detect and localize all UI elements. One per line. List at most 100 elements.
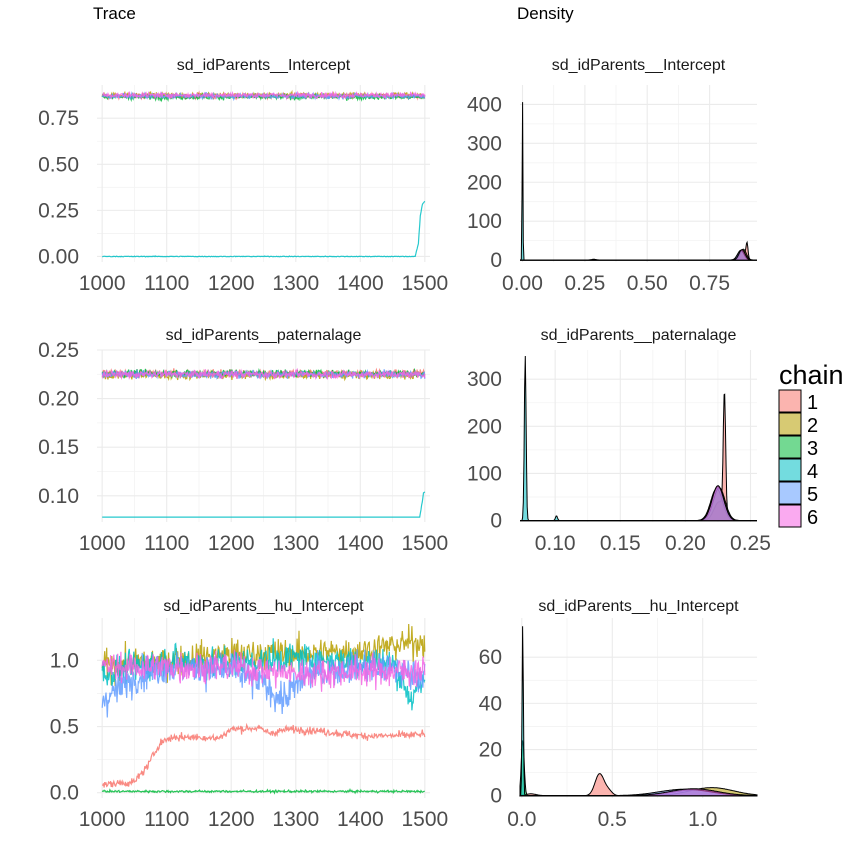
panel-title: sd_idParents__paternalage	[166, 327, 362, 344]
y-tick-label: 0.00	[38, 245, 79, 268]
density-area-chain-5	[520, 249, 757, 261]
legend-key-chain-5	[778, 481, 802, 505]
y-tick-label: 40	[479, 692, 502, 715]
panel-title: sd_idParents__Intercept	[177, 57, 351, 74]
density-area-chain-2	[520, 248, 757, 261]
x-tick-label: 1.0	[688, 808, 717, 831]
x-tick-label: 1200	[208, 272, 255, 295]
density-area-chain-4	[520, 102, 757, 261]
y-tick-label: 200	[467, 415, 502, 438]
y-tick-label: 0.25	[38, 199, 79, 222]
panel-title: sd_idParents__hu_Intercept	[538, 598, 739, 615]
density-column-header: Density	[517, 4, 574, 23]
legend-title: chain	[779, 360, 844, 390]
y-tick-label: 0.20	[38, 388, 79, 411]
x-tick-label: 1200	[208, 808, 255, 831]
y-tick-label: 0.75	[38, 107, 79, 130]
density-area-chain-6	[520, 788, 758, 797]
x-tick-label: 0.10	[535, 532, 576, 555]
trace-line-chain-6	[101, 90, 426, 101]
y-tick-label: 1.0	[50, 649, 79, 672]
x-tick-label: 1000	[79, 532, 126, 555]
x-tick-label: 0.15	[600, 532, 641, 555]
gridlines	[520, 618, 757, 798]
y-tick-label: 100	[467, 210, 502, 233]
x-tick-label: 0.75	[689, 272, 730, 295]
x-tick-label: 1100	[144, 532, 189, 555]
density-area-chain-6	[520, 485, 757, 522]
legend-label: 4	[807, 461, 818, 483]
panel-density-1: sd_idParents__paternalage 0.10 0.15 0.20 0.2…	[467, 327, 771, 555]
x-tick-label: 0.00	[502, 272, 543, 295]
x-tick-label: 1000	[79, 808, 126, 831]
x-tick-label: 1400	[337, 808, 384, 831]
y-tick-label: 300	[467, 132, 502, 155]
panel-trace-2: sd_idParents__hu_Intercept 1000 1100 1200 13…	[50, 598, 448, 831]
x-tick-label: 1400	[337, 532, 384, 555]
legend-key-chain-4	[778, 458, 802, 482]
legend-key-chain-1	[778, 389, 802, 413]
legend-label: 1	[807, 392, 818, 414]
y-tick-label: 0	[490, 249, 502, 272]
x-tick-label: 0.50	[627, 272, 668, 295]
y-tick-label: 100	[467, 462, 502, 485]
y-tick-label: 400	[467, 93, 502, 116]
x-tick-label: 0.25	[730, 532, 771, 555]
x-tick-label: 1300	[272, 272, 319, 295]
legend-key-chain-6	[778, 504, 802, 528]
density-area-chain-6	[520, 249, 757, 261]
legend-label: 2	[807, 415, 818, 437]
y-tick-label: 0.5	[50, 716, 79, 739]
legend-label: 3	[807, 438, 818, 460]
x-tick-label: 1200	[208, 532, 255, 555]
density-area-chain-3	[519, 740, 757, 797]
trace-column-header: Trace	[93, 4, 136, 23]
y-tick-label: 20	[479, 739, 502, 762]
gridlines	[97, 85, 430, 262]
trace-line-chain-4	[102, 491, 426, 518]
trace-line-chain-6	[101, 367, 426, 381]
y-tick-label: 0.0	[50, 782, 79, 805]
x-tick-label: 1400	[337, 272, 384, 295]
gridlines	[520, 85, 757, 262]
density-area-chain-1	[520, 240, 757, 261]
trace-line-chain-4	[102, 200, 426, 258]
panel-trace-1: sd_idParents__paternalage 1000 1100 1200 130…	[38, 327, 448, 555]
trace-line-chain-3	[101, 787, 425, 795]
x-tick-label: 1500	[401, 808, 448, 831]
y-tick-label: 300	[467, 368, 502, 391]
y-tick-label: 60	[479, 646, 502, 669]
x-tick-label: 1500	[401, 272, 448, 295]
y-tick-label: 0	[490, 785, 502, 808]
panel-title: sd_idParents__hu_Intercept	[163, 598, 364, 615]
trace-line-chain-6	[101, 649, 426, 692]
panel-density-2: sd_idParents__hu_Intercept 0.0 0.5 1.0 0 20 40…	[479, 598, 758, 831]
panel-title: sd_idParents__paternalage	[541, 327, 737, 344]
y-tick-label: 0	[490, 510, 502, 533]
x-tick-label: 0.25	[564, 272, 605, 295]
y-tick-label: 0.10	[38, 485, 79, 508]
y-tick-label: 0.50	[38, 153, 79, 176]
x-tick-label: 1300	[272, 532, 319, 555]
x-tick-label: 0.0	[507, 808, 536, 831]
x-tick-label: 1000	[79, 272, 126, 295]
trace-line-chain-1	[102, 722, 426, 788]
legend-key-chain-2	[778, 412, 802, 436]
x-tick-label: 1100	[144, 808, 189, 831]
legend-label: 5	[807, 484, 818, 506]
legend-key-chain-3	[778, 435, 802, 459]
y-tick-label: 200	[467, 171, 502, 194]
legend-label: 6	[807, 507, 818, 529]
y-tick-label: 0.15	[38, 436, 79, 459]
x-tick-label: 1100	[144, 272, 189, 295]
panel-density-0: sd_idParents__Intercept 0.00 0.25 0.50 0.75 0…	[467, 57, 757, 295]
x-tick-label: 1500	[401, 532, 448, 555]
y-tick-label: 0.25	[38, 339, 79, 362]
panel-title: sd_idParents__Intercept	[552, 57, 726, 74]
density-area-chain-4	[518, 626, 758, 797]
panel-trace-0: sd_idParents__Intercept 1000 1100 1200 1300 1…	[38, 57, 448, 295]
x-tick-label: 0.20	[665, 532, 706, 555]
gridlines	[97, 618, 430, 798]
